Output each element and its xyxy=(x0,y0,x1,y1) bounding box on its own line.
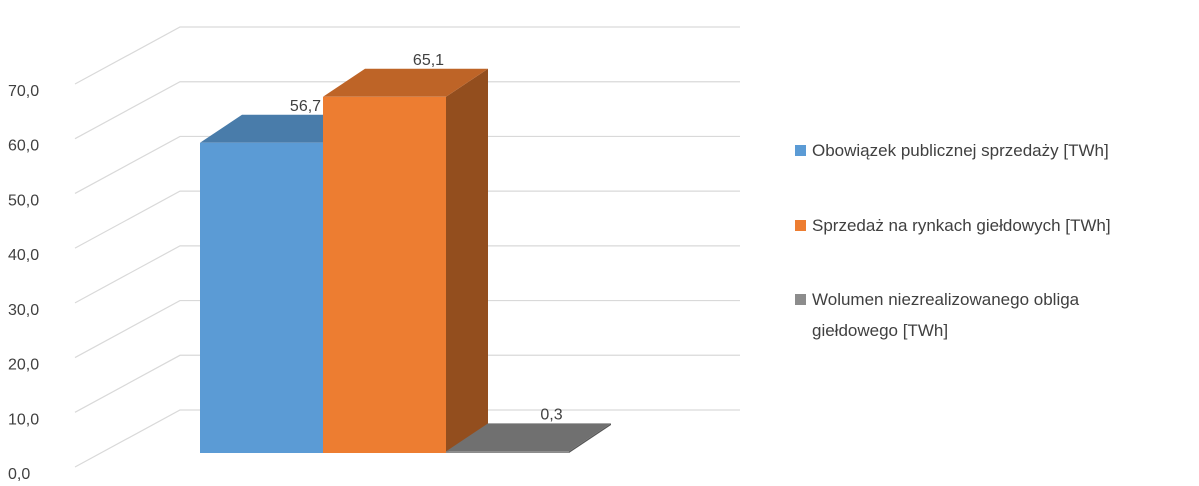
gridlines xyxy=(74,26,740,468)
bar-side xyxy=(446,68,488,453)
gridline xyxy=(74,354,740,413)
bar-top xyxy=(446,423,611,452)
y-tick-label: 60,0 xyxy=(8,138,39,155)
gridline xyxy=(74,245,740,304)
legend: Obowiązek publicznej sprzedaży [TWh] Sprz… xyxy=(795,141,1111,340)
bar-side xyxy=(569,423,611,453)
y-tick-label: 50,0 xyxy=(8,192,39,209)
bar-2 xyxy=(323,68,488,453)
y-tick-label: 0,0 xyxy=(8,466,30,483)
legend-swatch xyxy=(795,294,806,305)
gridline xyxy=(74,299,740,359)
gridline xyxy=(74,26,740,85)
bar-front xyxy=(323,96,446,453)
gridline xyxy=(74,135,740,194)
legend-label: Sprzedaż na rynkach giełdowych [TWh] xyxy=(812,216,1111,235)
bar-front xyxy=(446,451,569,453)
legend-swatch xyxy=(795,220,806,231)
y-tick-label: 20,0 xyxy=(8,357,39,374)
legend-label: Obowiązek publicznej sprzedaży [TWh] xyxy=(812,141,1109,160)
gridline xyxy=(74,190,740,249)
data-label: 56,7 xyxy=(290,98,321,115)
data-label: 65,1 xyxy=(413,52,444,69)
bar-front xyxy=(200,142,323,453)
gridline xyxy=(74,81,740,140)
bar-3 xyxy=(446,423,611,453)
legend-label: Wolumen niezrealizowanego obliga xyxy=(812,290,1080,309)
legend-item-2: Sprzedaż na rynkach giełdowych [TWh] xyxy=(795,216,1111,235)
data-labels: 56,7 65,1 0,3 xyxy=(290,52,563,424)
y-axis-ticks: 0,0 10,0 20,0 30,0 40,0 50,0 60,0 70,0 xyxy=(8,83,39,483)
gridline xyxy=(74,409,740,468)
y-tick-label: 40,0 xyxy=(8,247,39,264)
legend-item-3: Wolumen niezrealizowanego obliga giełdowe… xyxy=(795,290,1080,340)
legend-label: giełdowego [TWh] xyxy=(812,321,948,340)
data-label: 0,3 xyxy=(540,406,562,423)
legend-item-1: Obowiązek publicznej sprzedaży [TWh] xyxy=(795,141,1109,160)
bars xyxy=(200,68,611,454)
legend-swatch xyxy=(795,145,806,156)
y-tick-label: 70,0 xyxy=(8,83,39,100)
y-tick-label: 10,0 xyxy=(8,411,39,428)
bar-top xyxy=(323,68,488,97)
y-tick-label: 30,0 xyxy=(8,302,39,319)
